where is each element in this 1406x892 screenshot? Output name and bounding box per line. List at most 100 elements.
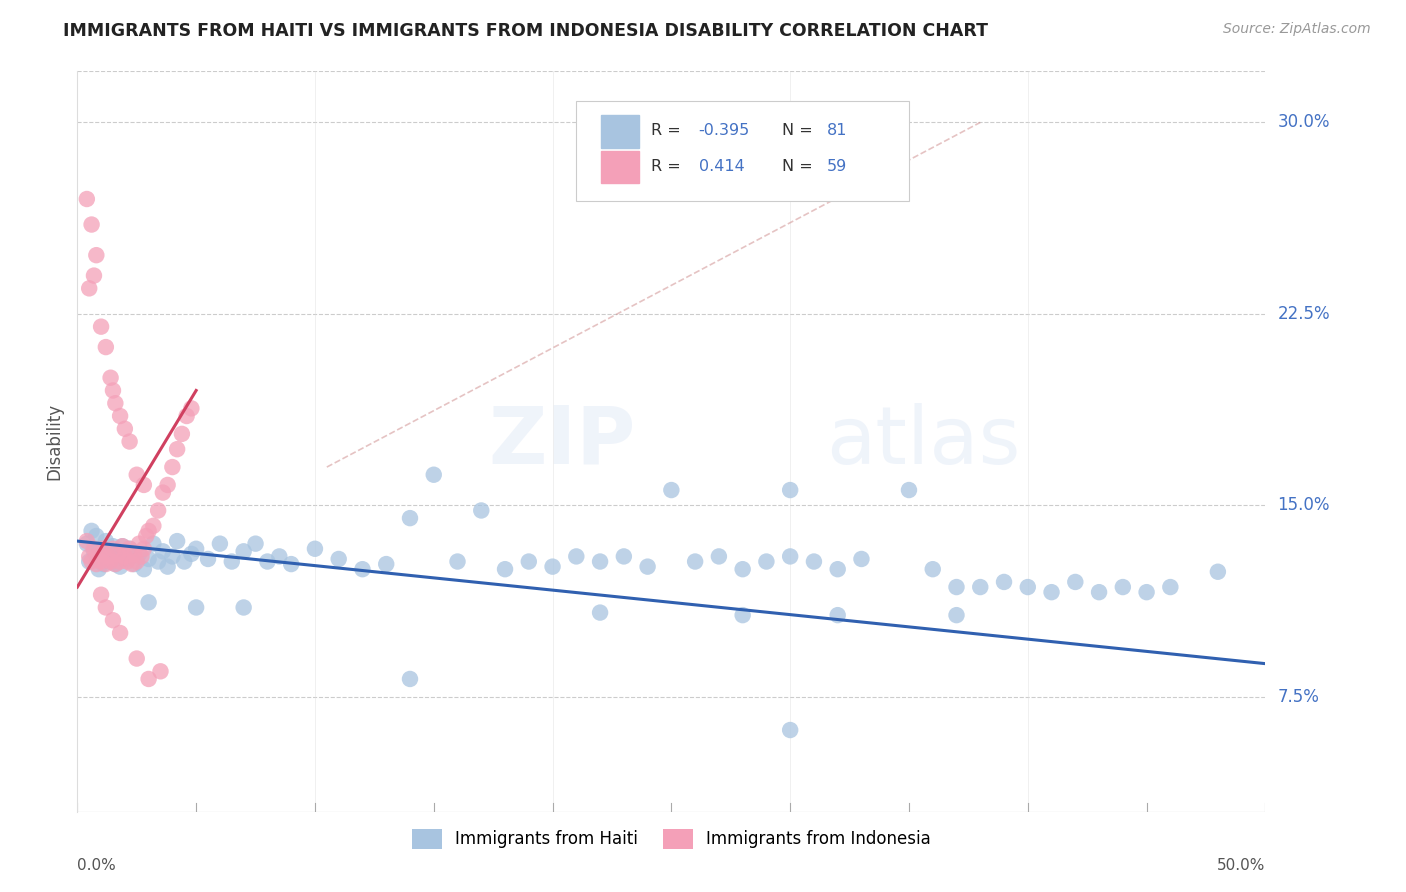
Point [118,541,141,556]
Text: ZIP: ZIP [488,402,636,481]
Point [1206,565,1229,579]
Point [76,534,98,549]
Text: 0.0%: 0.0% [77,858,117,872]
Point [180,401,202,416]
Text: 59: 59 [827,159,848,174]
Point [100,555,122,569]
Point [1112,580,1135,594]
Point [779,483,801,497]
Point [245,536,267,550]
Point [280,557,302,571]
Point [94,600,117,615]
Point [993,574,1015,589]
Point [83,544,105,558]
Text: 0.414: 0.414 [699,159,744,174]
Point [470,503,492,517]
Point [170,426,193,441]
Point [152,544,174,558]
Point [87,562,110,576]
Point [83,541,105,556]
Point [186,600,208,615]
Point [399,672,422,686]
Point [661,483,683,497]
Point [76,192,98,206]
Point [77,281,100,295]
Text: 50.0%: 50.0% [1218,858,1265,872]
Point [80,555,103,569]
Point [90,588,112,602]
Point [80,218,103,232]
Point [86,248,108,262]
Point [589,555,612,569]
Point [114,552,136,566]
Point [1017,580,1039,594]
Point [80,524,103,538]
Text: 22.5%: 22.5% [1277,305,1330,323]
Point [779,723,801,737]
Point [111,539,134,553]
Point [149,665,172,679]
Text: 15.0%: 15.0% [1277,496,1330,515]
Point [101,541,124,556]
Point [86,529,108,543]
Point [565,549,588,564]
Point [100,555,122,569]
Point [1159,580,1181,594]
Point [156,478,179,492]
Point [256,555,278,569]
Point [304,541,326,556]
Point [93,557,115,571]
Point [446,555,468,569]
Point [166,534,188,549]
Point [423,467,446,482]
Point [121,557,143,571]
Point [97,549,120,564]
Point [851,552,873,566]
Point [124,547,146,561]
Text: R =: R = [651,123,686,138]
Point [731,562,754,576]
Point [128,547,150,561]
Point [118,434,141,449]
Point [1088,585,1111,599]
Point [352,562,374,576]
Point [111,539,134,553]
Point [232,600,254,615]
Point [827,562,849,576]
Point [100,370,122,384]
Point [93,541,115,556]
Point [108,626,131,640]
Point [197,552,219,566]
Point [125,651,148,665]
Point [166,442,188,457]
Text: atlas: atlas [825,402,1021,481]
Point [180,547,202,561]
Point [90,555,112,569]
Point [152,485,174,500]
Point [269,549,291,564]
Point [517,555,540,569]
Point [97,549,120,564]
Point [128,536,150,550]
Point [156,559,179,574]
Point [731,608,754,623]
Point [135,529,157,543]
Point [162,460,184,475]
Point [83,268,105,283]
Text: IMMIGRANTS FROM HAITI VS IMMIGRANTS FROM INDONESIA DISABILITY CORRELATION CHART: IMMIGRANTS FROM HAITI VS IMMIGRANTS FROM… [63,22,988,40]
Point [76,536,98,550]
Point [173,555,195,569]
Point [107,544,129,558]
Point [132,562,155,576]
Text: -0.395: -0.395 [699,123,749,138]
Text: 7.5%: 7.5% [1277,688,1319,706]
Point [114,422,136,436]
Point [114,549,136,564]
Point [146,555,169,569]
Point [125,467,148,482]
FancyBboxPatch shape [602,151,640,183]
Point [125,555,148,569]
Point [328,552,350,566]
Point [945,580,967,594]
Point [104,557,127,571]
